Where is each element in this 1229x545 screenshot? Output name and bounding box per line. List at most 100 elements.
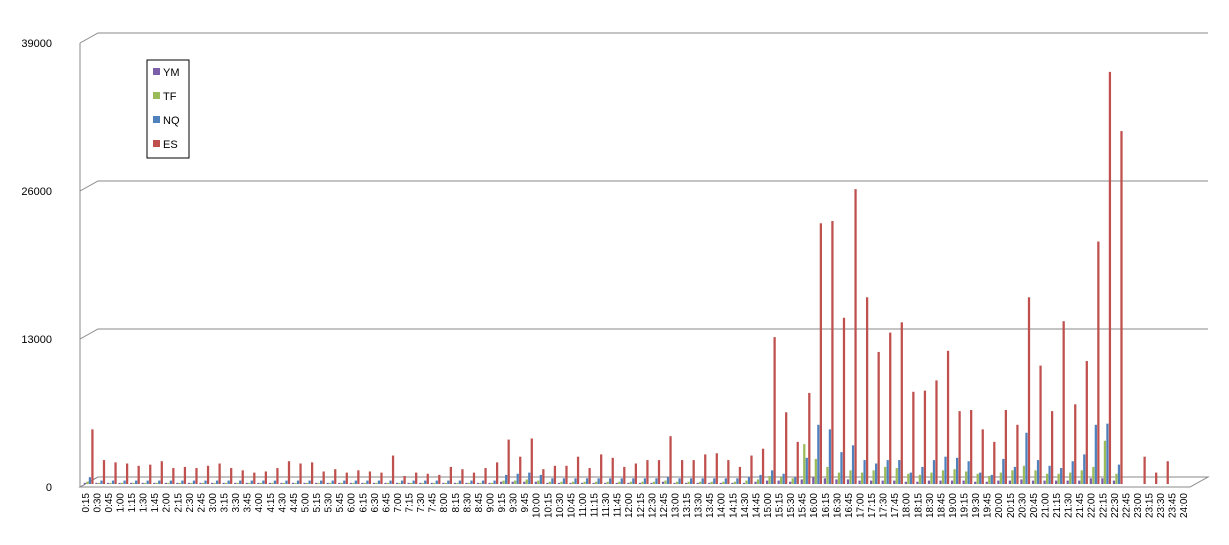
bar	[562, 478, 566, 484]
x-tick-label: 11:00	[578, 493, 589, 518]
bar	[583, 481, 586, 484]
bar	[276, 468, 279, 484]
bar	[438, 474, 441, 484]
bar	[479, 482, 482, 484]
bar	[1034, 470, 1037, 484]
bar	[368, 471, 372, 484]
bar	[870, 480, 873, 484]
bar	[997, 480, 1000, 484]
bar	[851, 445, 855, 484]
bar	[294, 482, 297, 484]
bar	[770, 470, 774, 484]
bar	[268, 482, 272, 484]
bar	[160, 461, 163, 484]
bar	[1101, 478, 1104, 484]
x-tick-label: 6:45	[381, 493, 392, 513]
bar	[444, 482, 447, 484]
bar	[690, 478, 693, 484]
bar	[511, 481, 514, 484]
bar	[176, 482, 179, 484]
bar	[557, 482, 561, 484]
bar	[551, 478, 554, 484]
bar	[745, 480, 748, 484]
bar	[502, 480, 505, 484]
bar	[490, 482, 494, 484]
bar	[250, 480, 253, 484]
bar	[340, 482, 343, 484]
bar	[215, 480, 219, 484]
legend-swatch	[153, 140, 160, 147]
bar	[950, 480, 954, 484]
bar	[167, 482, 170, 484]
x-tick-label: 1:30	[139, 493, 150, 513]
bar	[863, 460, 866, 484]
bar	[507, 439, 510, 484]
bar	[398, 482, 401, 484]
x-tick-label: 1:45	[150, 493, 161, 513]
bar	[384, 482, 387, 484]
bar	[412, 480, 415, 484]
bar	[542, 469, 545, 484]
bar	[375, 482, 378, 484]
bar	[419, 482, 422, 484]
bar	[912, 391, 915, 484]
bar	[777, 480, 780, 484]
x-tick-label: 9:45	[520, 493, 531, 513]
bar	[733, 481, 737, 484]
bar	[710, 481, 713, 484]
legend: YM TF NQ ES	[153, 67, 180, 151]
bar	[675, 481, 679, 484]
bar	[472, 472, 476, 484]
grid-line	[79, 328, 1208, 340]
bar	[1039, 365, 1042, 484]
bar	[814, 458, 817, 484]
bar	[884, 466, 887, 484]
bar	[823, 478, 827, 484]
bar	[907, 473, 910, 484]
x-tick-label: 11:30	[601, 493, 612, 518]
bar	[178, 482, 182, 484]
bar	[1092, 466, 1095, 484]
bar	[172, 468, 175, 484]
bar	[747, 477, 751, 484]
bar	[484, 468, 487, 484]
bar	[935, 380, 938, 484]
bar	[805, 457, 808, 484]
bar	[574, 478, 577, 484]
bar	[195, 468, 198, 484]
bar	[1083, 454, 1086, 484]
bar	[600, 454, 603, 484]
bar	[305, 482, 309, 484]
bar	[461, 469, 464, 484]
bar	[727, 460, 730, 484]
x-tick-label: 13:15	[682, 493, 693, 518]
bar	[666, 477, 670, 484]
x-tick-label: 4:15	[266, 493, 277, 513]
bar	[210, 482, 214, 484]
bar	[534, 481, 537, 484]
bar	[259, 482, 262, 484]
bar	[704, 454, 707, 484]
bar	[144, 482, 147, 484]
bar	[421, 482, 424, 484]
bar	[837, 472, 841, 484]
bar	[354, 480, 357, 484]
x-tick-label: 9:30	[509, 493, 520, 513]
legend-swatch	[153, 116, 160, 123]
bar	[765, 480, 769, 484]
bar	[1036, 460, 1040, 484]
bar	[1074, 404, 1077, 484]
bar	[611, 457, 614, 484]
x-tick-label: 0:15	[81, 493, 92, 513]
x-tick-label: 16:00	[809, 493, 820, 518]
bar	[415, 472, 418, 484]
x-tick-label: 4:00	[254, 493, 265, 513]
bar	[904, 481, 907, 484]
bar	[424, 480, 427, 484]
bar	[225, 482, 228, 484]
bar	[400, 480, 404, 484]
bar	[213, 482, 216, 484]
bar	[1108, 71, 1112, 484]
bar	[169, 480, 172, 484]
bar	[812, 477, 815, 484]
